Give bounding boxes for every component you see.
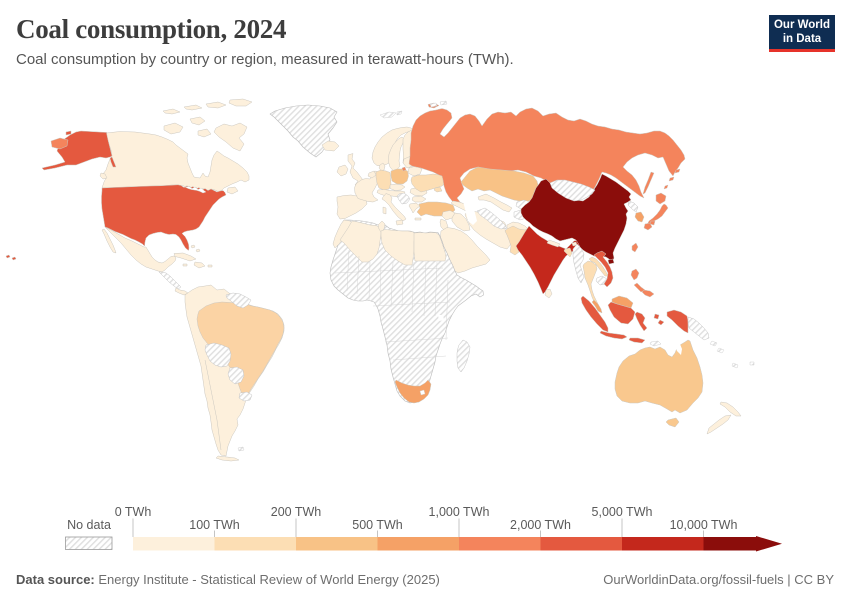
svg-text:5,000 TWh: 5,000 TWh	[592, 505, 653, 519]
svg-text:100 TWh: 100 TWh	[189, 518, 240, 532]
svg-text:10,000 TWh: 10,000 TWh	[670, 518, 738, 532]
svg-text:1,000 TWh: 1,000 TWh	[429, 505, 490, 519]
svg-text:200 TWh: 200 TWh	[271, 505, 322, 519]
svg-text:0 TWh: 0 TWh	[115, 505, 152, 519]
svg-text:No data: No data	[67, 518, 111, 532]
svg-text:500 TWh: 500 TWh	[352, 518, 403, 532]
svg-text:2,000 TWh: 2,000 TWh	[510, 518, 571, 532]
